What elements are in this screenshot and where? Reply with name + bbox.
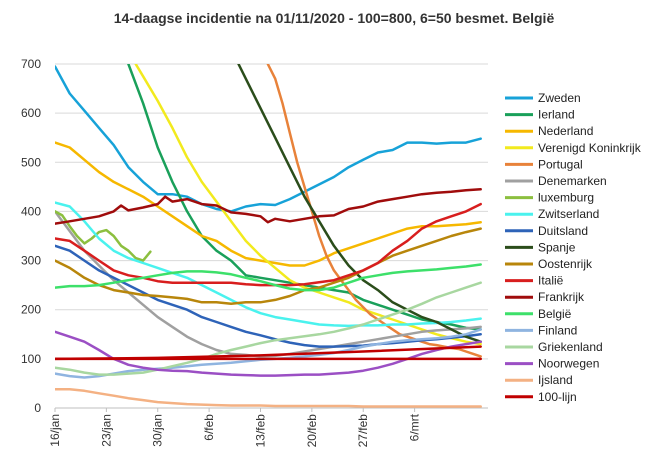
chart-title: 14-daagse incidentie na 01/11/2020 - 100… (113, 10, 555, 26)
y-tick-label: 600 (21, 106, 41, 120)
legend-label-noorwegen: Noorwegen (538, 357, 599, 371)
series-line-verenigd-koninkrijk (134, 64, 482, 346)
legend-label-griekenland: Griekenland (538, 340, 603, 354)
x-tick-label: 27/feb (356, 414, 370, 448)
y-tick-label: 700 (21, 57, 41, 71)
legend-label-luxemburg: luxemburg (538, 191, 594, 205)
x-tick-label: 6/mrt (408, 413, 422, 441)
series-line-frankrijk (55, 188, 482, 225)
y-tick-label: 300 (21, 254, 41, 268)
legend-label-frankrijk: Frankrijk (538, 290, 585, 304)
legend-label-belgie: België (538, 307, 572, 321)
series-lines (55, 64, 482, 408)
legend-label-finland: Finland (538, 323, 577, 337)
series-line-griekenland (55, 281, 482, 376)
x-tick-label: 30/jan (151, 414, 165, 447)
y-tick-label: 400 (21, 204, 41, 218)
legend-label-ijsland: Ijsland (538, 373, 573, 387)
legend-label-zwitserland: Zwitserland (538, 207, 599, 221)
series-line-italie (55, 202, 482, 287)
legend-label-verenigd-koninkrijk: Verenigd Koninkrijk (538, 141, 642, 155)
legend-label-portugal: Portugal (538, 157, 583, 171)
y-tick-label: 100 (21, 352, 41, 366)
legend-label-denemarken: Denemarken (538, 174, 607, 188)
legend-label-100-lijn: 100-lijn (538, 390, 577, 404)
x-tick-label: 13/feb (253, 414, 267, 448)
y-tick-label: 200 (21, 303, 41, 317)
x-tick-label: 16/jan (48, 414, 62, 447)
series-line-ijsland (55, 388, 482, 408)
y-tick-label: 500 (21, 155, 41, 169)
series-line-unnamed (55, 345, 482, 361)
series-line-oostenrijk (55, 227, 482, 306)
x-tick-label: 20/feb (305, 414, 319, 448)
legend-label-ierland: Ierland (538, 108, 575, 122)
legend-label-oostenrijk: Oostenrijk (538, 257, 593, 271)
series-line-zweden (55, 65, 482, 213)
x-tick-label: 23/jan (99, 414, 113, 447)
legend-label-duitsland: Duitsland (538, 224, 588, 238)
series-line-duitsland (55, 244, 482, 348)
legend-label-spanje: Spanje (538, 240, 576, 254)
series-line-zwitserland (55, 201, 482, 328)
x-tick-label: 6/feb (202, 414, 216, 441)
legend: Zweden Ierland Nederland Verenigd Koninkrij… (505, 91, 642, 404)
legend-label-zweden: Zweden (538, 91, 581, 105)
series-line-luxemburg (55, 210, 152, 262)
legend-label-italie: Italië (538, 274, 564, 288)
y-tick-label: 0 (34, 401, 41, 415)
legend-label-nederland: Nederland (538, 124, 593, 138)
axes: 0 100 200 300 400 500 600 700 16/jan 23/jan 30/jan… (21, 57, 488, 447)
series-line-belgie (55, 263, 482, 292)
